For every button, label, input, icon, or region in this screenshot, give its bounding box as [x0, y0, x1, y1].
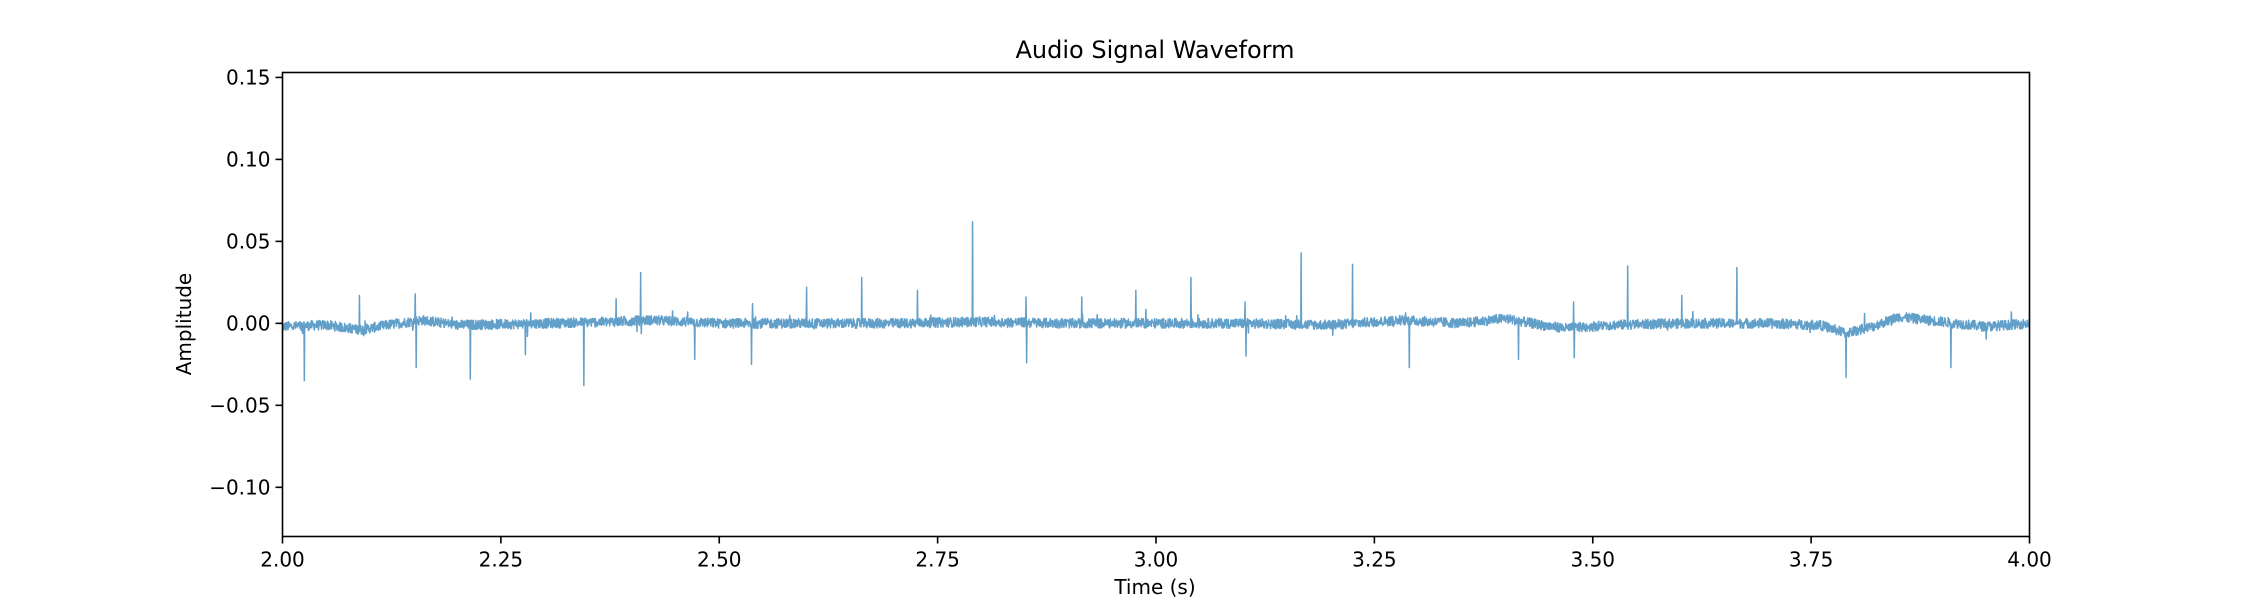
y-axis-label: Amplitude	[172, 273, 196, 376]
y-tick-label: −0.10	[209, 475, 270, 499]
y-tick-label: 0.10	[226, 147, 271, 171]
plot-area	[282, 220, 2030, 387]
x-tick-label: 2.00	[260, 548, 305, 572]
x-tick-label: 4.00	[2007, 548, 2052, 572]
y-tick-label: 0.05	[226, 229, 271, 253]
x-tick-label: 3.50	[1570, 548, 1615, 572]
y-tick-label: 0.15	[226, 65, 271, 89]
x-tick-label: 3.75	[1789, 548, 1834, 572]
waveform-line	[282, 220, 2030, 387]
x-tick-label: 3.25	[1352, 548, 1397, 572]
chart-title: Audio Signal Waveform	[1015, 36, 1294, 64]
x-tick-label: 2.25	[479, 548, 524, 572]
y-tick-label: 0.00	[226, 311, 271, 335]
y-tick-label: −0.05	[209, 393, 270, 417]
y-axis: −0.10 −0.05 0.00 0.05 0.10 0.15	[209, 65, 283, 499]
x-tick-label: 3.00	[1134, 548, 1179, 572]
plot-frame	[281, 71, 2031, 538]
x-tick-label: 2.50	[697, 548, 742, 572]
x-axis: 2.00 2.25 2.50 2.75 3.00 3.25 3.50 3.75 4.00	[260, 536, 2052, 572]
x-axis-label: Time (s)	[1113, 575, 1195, 599]
x-tick-label: 2.75	[915, 548, 960, 572]
